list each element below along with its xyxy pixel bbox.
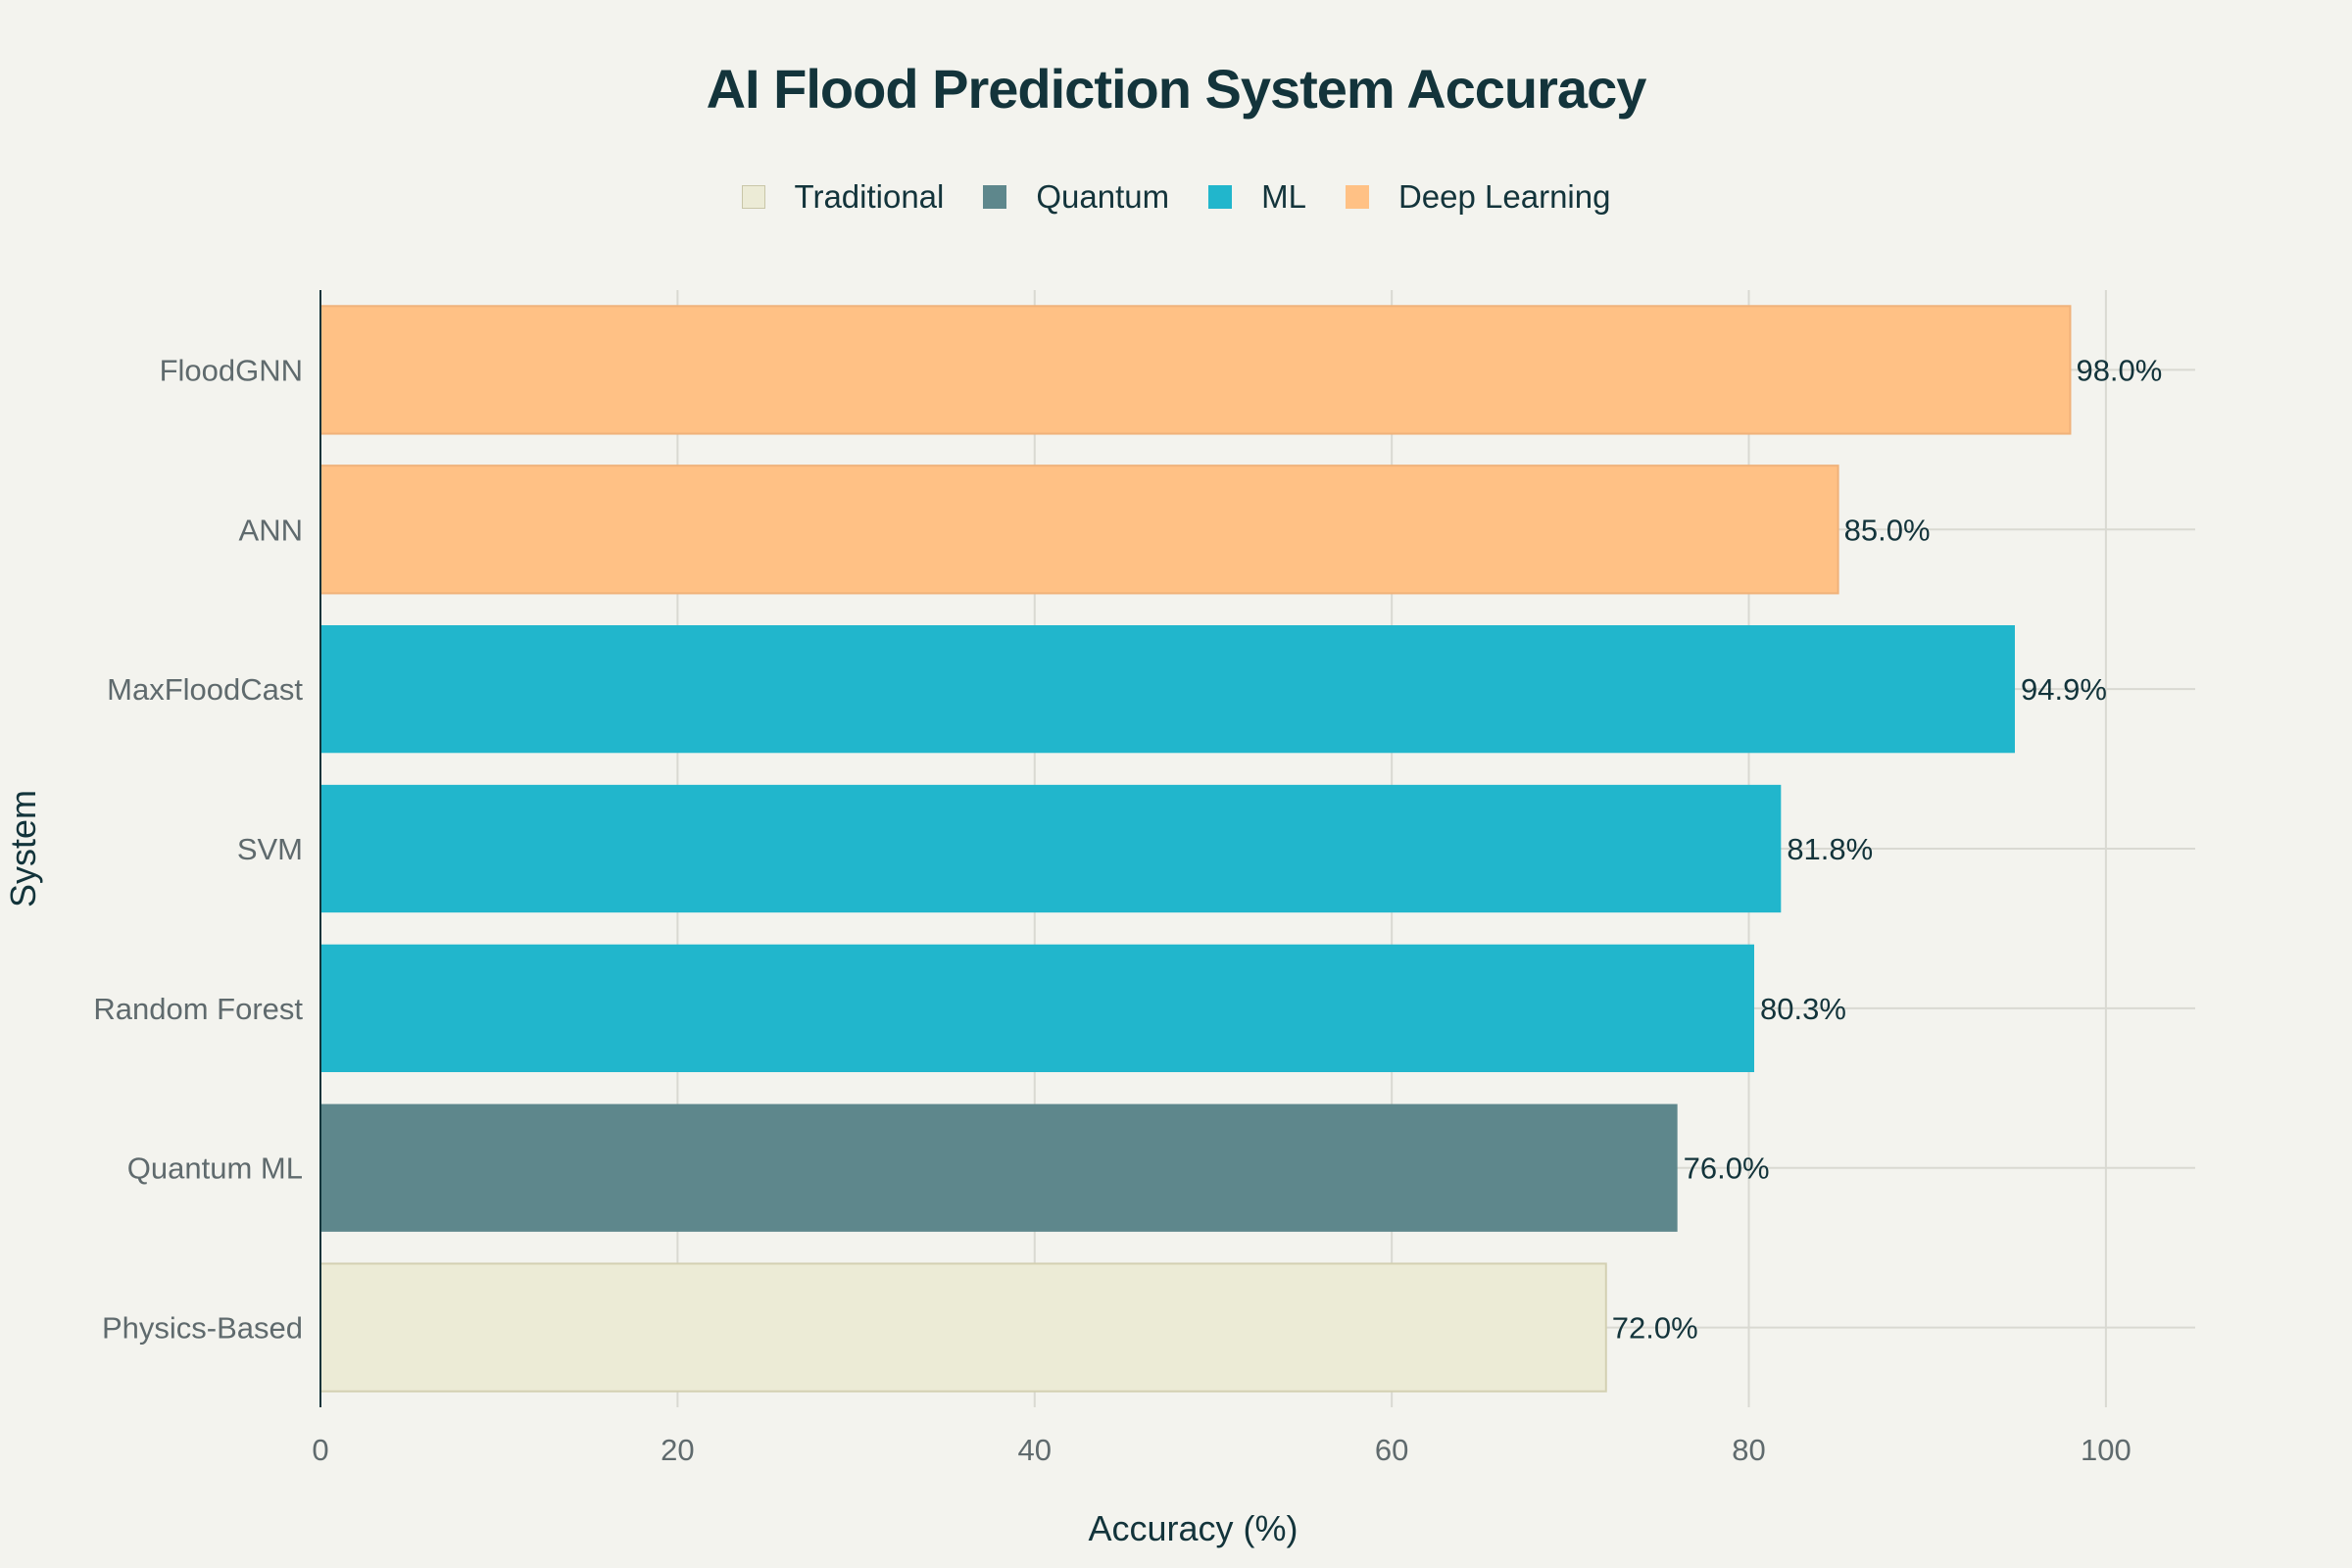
legend-item[interactable]: Traditional xyxy=(741,178,945,216)
legend-item[interactable]: ML xyxy=(1208,178,1306,216)
bar-value-label: 85.0% xyxy=(1844,513,1931,547)
bar[interactable] xyxy=(319,1262,1607,1393)
y-tick-label: Random Forest xyxy=(93,992,303,1026)
bar[interactable] xyxy=(319,465,1839,595)
y-tick-label: SVM xyxy=(237,832,303,866)
legend: Traditional Quantum ML Deep Learning xyxy=(0,178,2352,216)
x-tick-label: 40 xyxy=(1018,1433,1052,1467)
chart-title: AI Flood Prediction System Accuracy xyxy=(706,58,1647,120)
y-tick-label: FloodGNN xyxy=(160,353,303,387)
legend-label: ML xyxy=(1261,178,1306,215)
x-tick-labels: 0 20 40 60 80 100 xyxy=(312,1433,2131,1467)
legend-swatch xyxy=(1208,185,1233,209)
x-tick-label: 20 xyxy=(661,1433,694,1467)
y-tick-label: MaxFloodCast xyxy=(107,672,303,707)
bar-value-labels: 98.0% 85.0% 94.9% 81.8% 80.3% 76.0% 72.0% xyxy=(1612,353,2163,1345)
y-tick-labels: FloodGNN ANN MaxFloodCast SVM Random Forest Q… xyxy=(93,353,303,1345)
legend-item[interactable]: Quantum xyxy=(983,178,1169,216)
legend-label: Quantum xyxy=(1036,178,1170,215)
x-tick-label: 0 xyxy=(312,1433,328,1467)
bar[interactable] xyxy=(320,1103,1678,1232)
x-axis-title: Accuracy (%) xyxy=(1088,1508,1298,1548)
bar-value-label: 76.0% xyxy=(1684,1152,1770,1186)
y-tick-label: ANN xyxy=(239,513,303,547)
legend-label: Deep Learning xyxy=(1397,178,1611,215)
x-tick-label: 80 xyxy=(1732,1433,1765,1467)
x-tick-label: 60 xyxy=(1375,1433,1408,1467)
bar-value-label: 80.3% xyxy=(1760,992,1846,1026)
bars xyxy=(319,305,2072,1393)
x-tick-label: 100 xyxy=(2081,1433,2132,1467)
y-tick-label: Physics-Based xyxy=(102,1311,303,1346)
bar-value-label: 72.0% xyxy=(1612,1311,1698,1346)
bar[interactable] xyxy=(320,625,2015,754)
bar-value-label: 98.0% xyxy=(2076,353,2162,387)
bar[interactable] xyxy=(320,784,1782,913)
y-axis-title: System xyxy=(3,790,43,907)
legend-swatch xyxy=(983,185,1007,209)
bar-value-label: 81.8% xyxy=(1787,832,1873,866)
bar[interactable] xyxy=(320,944,1754,1072)
legend-item[interactable]: Deep Learning xyxy=(1345,178,1611,216)
legend-label: Traditional xyxy=(794,178,945,215)
y-tick-label: Quantum ML xyxy=(127,1152,303,1186)
legend-swatch xyxy=(741,185,765,209)
bar-value-label: 94.9% xyxy=(2021,672,2107,707)
legend-swatch xyxy=(1345,185,1369,209)
bar[interactable] xyxy=(319,305,2072,435)
